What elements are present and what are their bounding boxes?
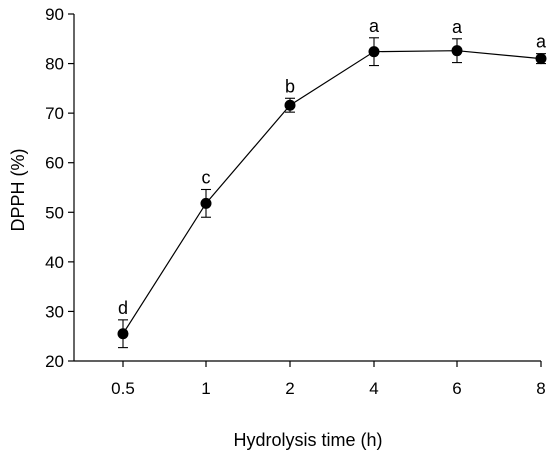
data-point — [117, 328, 129, 340]
data-point — [535, 53, 547, 65]
series: d c b a a a — [117, 16, 547, 349]
y-axis-label: DPPH (%) — [8, 148, 28, 231]
significance-label: a — [452, 17, 463, 37]
y-tick-label: 90 — [45, 5, 64, 24]
significance-label: c — [202, 167, 211, 187]
series-line — [122, 50, 542, 335]
axes — [73, 14, 541, 362]
data-point — [368, 46, 380, 58]
x-tick-label: 6 — [452, 379, 461, 398]
y-tick-label: 50 — [45, 203, 64, 222]
x-tick-label: 0.5 — [111, 379, 135, 398]
data-point — [200, 197, 212, 209]
data-point — [451, 45, 463, 57]
y-tick-label: 30 — [45, 302, 64, 321]
x-tick-label: 4 — [369, 379, 378, 398]
y-tick-label: 60 — [45, 154, 64, 173]
y-tick-label: 20 — [45, 352, 64, 371]
data-point — [284, 99, 296, 111]
x-tick-label: 2 — [285, 379, 294, 398]
ticks: 20 30 40 50 60 70 80 90 0.5 1 2 4 6 8 — [45, 5, 546, 398]
y-tick-label: 70 — [45, 104, 64, 123]
significance-label: d — [118, 298, 128, 318]
y-tick-label: 80 — [45, 55, 64, 74]
significance-label: a — [536, 32, 547, 52]
significance-label: b — [285, 76, 295, 96]
significance-label: a — [369, 16, 380, 36]
y-tick-label: 40 — [45, 253, 64, 272]
x-tick-label: 1 — [201, 379, 210, 398]
x-axis-label: Hydrolysis time (h) — [233, 430, 382, 450]
x-tick-label: 8 — [536, 379, 545, 398]
